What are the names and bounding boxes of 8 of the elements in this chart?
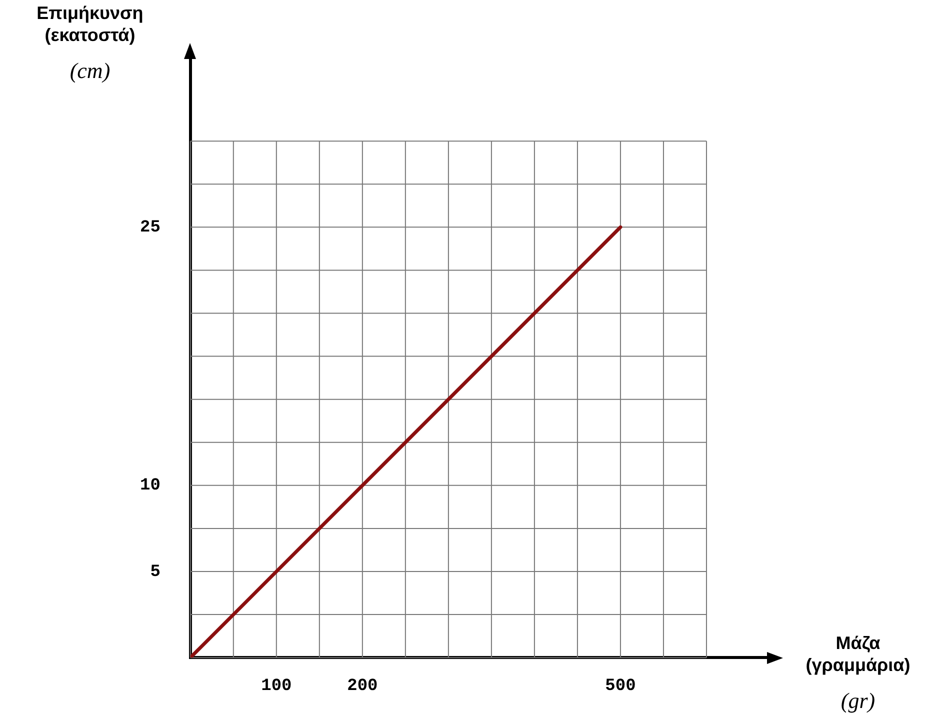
x-tick-label: 100 [261, 677, 292, 696]
x-tick-label: 200 [347, 677, 378, 696]
y-tick-label: 25 [140, 218, 160, 238]
y-tick-label: 10 [140, 476, 160, 496]
y-tick-label: 5 [150, 562, 160, 582]
y-axis-title: Επιμήκυνση (εκατοστά) (cm) [36, 2, 144, 84]
x-tick-label: 500 [605, 677, 636, 696]
x-axis-title: Μάζα (γραμμάρια) (gr) [804, 632, 912, 714]
